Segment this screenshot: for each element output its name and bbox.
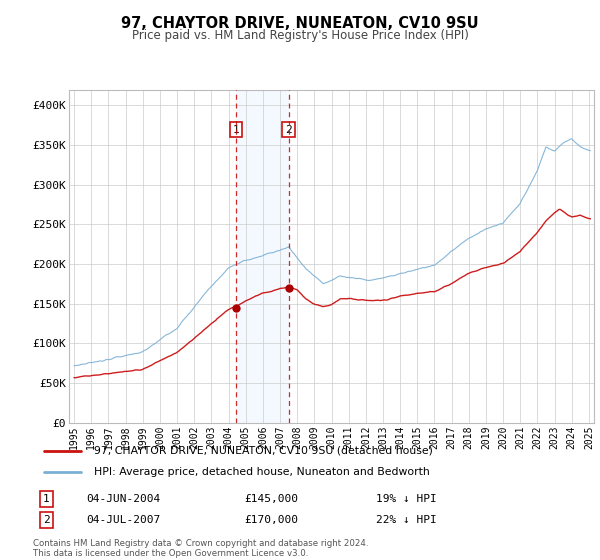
Text: 97, CHAYTOR DRIVE, NUNEATON, CV10 9SU (detached house): 97, CHAYTOR DRIVE, NUNEATON, CV10 9SU (d… — [94, 446, 433, 456]
Text: Price paid vs. HM Land Registry's House Price Index (HPI): Price paid vs. HM Land Registry's House … — [131, 29, 469, 42]
Text: £145,000: £145,000 — [244, 494, 298, 503]
Text: 04-JUN-2004: 04-JUN-2004 — [86, 494, 160, 503]
Text: 19% ↓ HPI: 19% ↓ HPI — [376, 494, 437, 503]
Text: 2: 2 — [285, 124, 292, 134]
Bar — [236, 90, 289, 423]
Text: 04-JUL-2007: 04-JUL-2007 — [86, 515, 160, 525]
Text: 97, CHAYTOR DRIVE, NUNEATON, CV10 9SU: 97, CHAYTOR DRIVE, NUNEATON, CV10 9SU — [121, 16, 479, 31]
Text: £170,000: £170,000 — [244, 515, 298, 525]
Text: Contains HM Land Registry data © Crown copyright and database right 2024.: Contains HM Land Registry data © Crown c… — [33, 539, 368, 548]
Text: 1: 1 — [43, 494, 50, 503]
Text: This data is licensed under the Open Government Licence v3.0.: This data is licensed under the Open Gov… — [33, 549, 308, 558]
Text: 22% ↓ HPI: 22% ↓ HPI — [376, 515, 437, 525]
Text: 1: 1 — [232, 124, 239, 134]
Text: HPI: Average price, detached house, Nuneaton and Bedworth: HPI: Average price, detached house, Nune… — [94, 467, 430, 477]
Text: 2: 2 — [43, 515, 50, 525]
